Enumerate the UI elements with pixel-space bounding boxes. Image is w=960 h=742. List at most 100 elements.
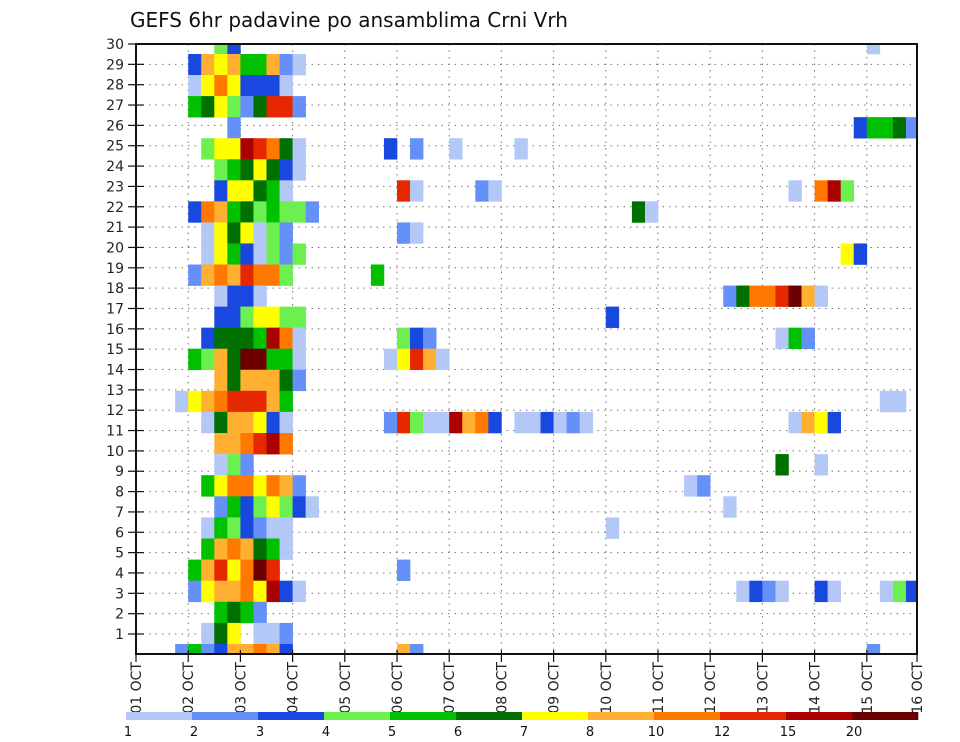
- heatmap-cell-member-17-step-7: [227, 306, 241, 328]
- heatmap-cell-member-16-step-9: [253, 327, 267, 349]
- heatmap-cell-member-11-step-30: [527, 411, 541, 434]
- heatmap-cell-member-12-step-3: [175, 390, 189, 413]
- colorbar-swatch: [456, 712, 523, 720]
- heatmap-cell-member-8-step-42: [684, 475, 698, 497]
- heatmap-cell-member-17-step-10: [266, 306, 280, 328]
- heatmap-cell-member-14-step-11: [279, 369, 293, 392]
- heatmap-cell-member-5-step-9: [253, 538, 267, 560]
- heatmap-cell-member-30-step-56: [866, 44, 881, 55]
- heatmap-cell-member-29-step-10: [266, 54, 280, 76]
- heatmap-cell-member-3-step-47: [749, 580, 763, 603]
- heatmap-cell-member-11-step-53: [827, 411, 841, 434]
- heatmap-cell-member-2-step-7: [227, 601, 241, 624]
- heatmap-cell-member-14-step-9: [253, 369, 267, 392]
- heatmap-cell-member-27-step-8: [240, 96, 254, 118]
- heatmap-cell-member-3-step-58: [892, 580, 907, 603]
- heatmap-cell-member-12-step-9: [253, 390, 267, 413]
- heatmap-cell-member-17-step-9: [253, 306, 267, 328]
- heatmap-cell-member-11-step-27: [488, 411, 502, 434]
- heatmap-cell-member-23-step-27: [488, 180, 502, 202]
- heatmap-cell-member-15-step-7: [227, 348, 241, 371]
- x-tick-label: 15 OCT: [860, 662, 876, 714]
- heatmap-cell-member-7-step-45: [723, 496, 737, 518]
- heatmap-cell-member-29-step-11: [279, 54, 293, 76]
- heatmap-cell-member-12-step-10: [266, 390, 280, 413]
- heatmap-cell-member-3-step-49: [775, 580, 789, 603]
- heatmap-cell-member-7-step-13: [305, 496, 319, 518]
- heatmap-cell-member-16-step-7: [227, 327, 241, 349]
- y-tick-label: 11: [106, 424, 124, 440]
- heatmap-cell-member-5-step-5: [201, 538, 215, 560]
- x-tick-label: 07 OCT: [442, 662, 458, 714]
- x-tick-label: 16 OCT: [910, 662, 926, 714]
- heatmap-cell-member-21-step-5: [201, 222, 215, 244]
- heatmap-cell-member-18-step-48: [762, 285, 776, 307]
- x-tick-label: 14 OCT: [808, 662, 824, 714]
- heatmap-cell-member-24-step-10: [266, 159, 280, 181]
- heatmap-cell-member-15-step-6: [214, 348, 228, 371]
- heatmap-cell-member-19-step-8: [240, 264, 254, 286]
- heatmap-cell-member-11-step-33: [566, 411, 580, 434]
- heatmap-cell-member-20-step-10: [266, 243, 280, 265]
- heatmap-cell-member-20-step-12: [292, 243, 306, 265]
- heatmap-cell-member-8-step-11: [279, 475, 293, 497]
- x-tick-label: 03 OCT: [233, 662, 249, 714]
- heatmap-cell-member-3-step-5: [201, 580, 215, 603]
- heatmap-cell-member-19-step-4: [188, 264, 202, 286]
- heatmap-cell-member-0-step-56: [866, 644, 881, 655]
- y-axis: 1234567891011121314151617181920212223242…: [106, 37, 144, 643]
- colorbar-swatch: [522, 712, 589, 720]
- heatmap-cell-member-19-step-5: [201, 264, 215, 286]
- heatmap-cell-member-10-step-7: [227, 433, 241, 455]
- heatmap-cell-member-15-step-4: [188, 348, 202, 371]
- heatmap-cell-member-11-step-34: [579, 411, 594, 434]
- heatmap-cell-member-23-step-26: [475, 180, 489, 202]
- heatmap-cell-member-25-step-8: [240, 138, 254, 160]
- heatmap-cell-member-25-step-11: [279, 138, 293, 160]
- heatmap-cell-member-4-step-5: [201, 559, 215, 581]
- heatmap-cell-member-21-step-7: [227, 222, 241, 244]
- colorbar-swatch: [654, 712, 721, 720]
- colorbar-swatch: [192, 712, 259, 720]
- heatmap-cell-member-23-step-54: [840, 180, 855, 202]
- heatmap-cell-member-15-step-20: [397, 348, 411, 371]
- heatmap-cell-member-3-step-8: [240, 580, 254, 603]
- heatmap-cell-member-24-step-11: [279, 159, 293, 181]
- heatmap-cell-member-4-step-6: [214, 559, 228, 581]
- heatmap-cell-member-5-step-8: [240, 538, 254, 560]
- heatmap-cell-member-8-step-9: [253, 475, 267, 497]
- x-tick-label: 05 OCT: [338, 662, 354, 714]
- heatmap-cell-member-26-step-55: [853, 117, 868, 139]
- heatmap-cell-member-11-step-7: [227, 411, 241, 434]
- heatmap-cell-member-8-step-43: [697, 475, 711, 497]
- heatmap-cell-member-11-step-9: [253, 411, 267, 434]
- colorbar-label: 8: [586, 725, 594, 740]
- heatmap-cell-member-16-step-51: [801, 327, 815, 349]
- heatmap-cell-member-30-step-7: [227, 44, 241, 55]
- heatmap-cell-member-18-step-8: [240, 285, 254, 307]
- heatmap-cell-member-1-step-9: [253, 622, 267, 645]
- heatmap-cell-member-25-step-29: [514, 138, 528, 160]
- y-tick-label: 8: [115, 485, 124, 501]
- heatmap-cell-member-21-step-8: [240, 222, 254, 244]
- heatmap-cell-member-20-step-5: [201, 243, 215, 265]
- heatmap-cell-member-28-step-6: [214, 75, 228, 97]
- y-tick-label: 4: [115, 566, 124, 582]
- heatmap-cell-member-19-step-9: [253, 264, 267, 286]
- heatmap-cell-member-22-step-5: [201, 201, 215, 223]
- heatmap-cell-member-16-step-22: [423, 327, 437, 349]
- heatmap-cell-member-22-step-8: [240, 201, 254, 223]
- heatmap-cell-member-3-step-7: [227, 580, 241, 603]
- heatmap-cells: [175, 44, 918, 655]
- heatmap-cell-member-10-step-8: [240, 433, 254, 455]
- heatmap-cell-member-18-step-49: [775, 285, 789, 307]
- y-tick-label: 1: [115, 627, 124, 643]
- heatmap-cell-member-28-step-10: [266, 75, 280, 97]
- heatmap-cell-member-17-step-11: [279, 306, 293, 328]
- heatmap-cell-member-28-step-8: [240, 75, 254, 97]
- heatmap-cell-member-19-step-10: [266, 264, 280, 286]
- heatmap-cell-member-7-step-12: [292, 496, 306, 518]
- heatmap-cell-member-25-step-10: [266, 138, 280, 160]
- heatmap-cell-member-10-step-6: [214, 433, 228, 455]
- heatmap-cell-member-0-step-7: [227, 644, 241, 655]
